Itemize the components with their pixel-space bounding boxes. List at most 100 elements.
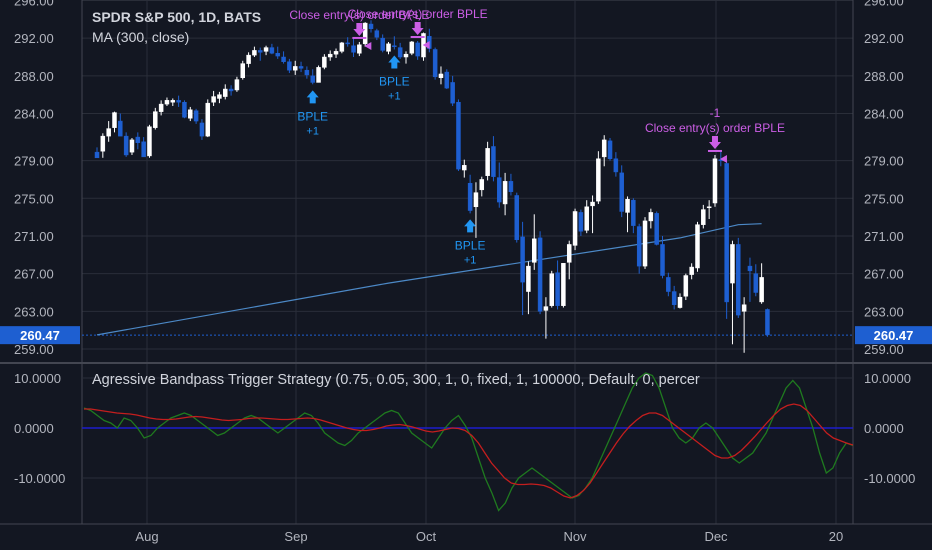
candle-body (374, 30, 380, 38)
osc-tick-right: -10.0000 (864, 471, 915, 486)
candle-body (648, 212, 654, 222)
candle-body (701, 209, 706, 225)
candle-body (497, 177, 502, 203)
candle-body (106, 128, 111, 137)
price-tick-left: 284.00 (14, 107, 54, 122)
exit-arrow-icon (708, 135, 721, 149)
candle-body (234, 79, 240, 91)
candle-body (706, 206, 712, 209)
last-price-label: 260.47 (874, 328, 914, 343)
time-tick-label: Oct (416, 529, 437, 544)
candle-body (601, 139, 607, 158)
candle-body (339, 42, 345, 52)
last-price-tag-right (855, 326, 932, 345)
entry-qty: +1 (306, 125, 319, 137)
exit-bar (707, 149, 722, 152)
osc-tick-right: 0.0000 (864, 421, 904, 436)
time-tick-label: Dec (704, 529, 728, 544)
candle-body (555, 272, 560, 306)
ma-line (96, 223, 762, 336)
candle-body (514, 195, 520, 240)
osc-tick-left: -10.0000 (14, 471, 65, 486)
price-tick-right: 279.00 (864, 154, 904, 169)
candle-body (724, 163, 729, 303)
candle-body (386, 43, 391, 52)
price-tick-left: 288.00 (14, 69, 54, 84)
exit-arrow-icon (353, 22, 366, 36)
candle-body (508, 181, 514, 192)
exit-marker-icon (422, 41, 430, 50)
candle-body (118, 120, 123, 137)
candle-body (310, 75, 315, 83)
candle-body (240, 63, 245, 78)
candle-body (636, 226, 642, 267)
candle-body (357, 44, 362, 54)
candle-body (403, 53, 409, 58)
candle-body (485, 148, 490, 176)
candle-body (730, 244, 735, 284)
candle-body (613, 158, 619, 173)
exit-label: Close entry(s) order BPLE (645, 121, 785, 135)
candle-body (199, 122, 205, 137)
candle-body (479, 179, 485, 191)
price-tick-left: 271.00 (14, 229, 54, 244)
ma-legend: MA (300, close) (92, 29, 190, 45)
candle-body (257, 50, 263, 53)
candle-body (432, 49, 438, 78)
price-tick-right: 275.00 (864, 191, 904, 206)
price-tick-right: 288.00 (864, 69, 904, 84)
candle-body (123, 135, 129, 156)
price-tick-right: 292.00 (864, 31, 904, 46)
entry-arrow-icon (388, 55, 401, 69)
osc-green-line (83, 372, 854, 512)
candle-body (712, 158, 718, 204)
candle-body (532, 238, 537, 263)
candle-body (141, 141, 146, 158)
exit-marker-icon (719, 154, 727, 163)
entry-arrow-icon (464, 219, 477, 233)
candle-body (409, 41, 415, 54)
candle-body (537, 237, 543, 312)
candle-body (438, 73, 444, 78)
exit-arrow-icon (411, 22, 424, 36)
candle-body (462, 165, 467, 171)
candle-body (502, 181, 508, 205)
candle-body (736, 244, 741, 316)
candle-body (642, 220, 648, 267)
candle-body (188, 109, 193, 119)
candle-body (147, 126, 152, 157)
last-price-tag-left (0, 326, 80, 345)
candle-body (444, 71, 450, 89)
candle-body (269, 47, 275, 54)
price-tick-left: 267.00 (14, 267, 54, 282)
candle-body (607, 140, 613, 159)
time-tick-label: Nov (563, 529, 587, 544)
price-tick-right: 263.00 (864, 304, 904, 319)
price-tick-right: 296.00 (864, 0, 904, 9)
candle-body (362, 22, 368, 45)
candle-body (520, 236, 525, 283)
candle-body (287, 61, 292, 71)
price-tick-right: 259.00 (864, 342, 904, 357)
candle-body (491, 146, 496, 177)
candle-body (572, 211, 578, 246)
candle-body (252, 50, 257, 56)
price-tick-right: 267.00 (864, 267, 904, 282)
exit-label: Close entry(s) order BPLE (348, 7, 488, 21)
candle-body (345, 42, 350, 45)
candle-body (584, 206, 589, 231)
osc-tick-right: 10.0000 (864, 371, 911, 386)
candle-body (660, 244, 665, 276)
candle-body (526, 265, 531, 292)
candle-body (176, 100, 181, 103)
candle-body (368, 23, 374, 30)
time-tick-label: Sep (284, 529, 307, 544)
oscillator-pane (82, 365, 853, 524)
exit-qty: -1 (710, 106, 721, 120)
candle-body (590, 201, 595, 207)
candle-body (246, 54, 251, 64)
candle-body (397, 47, 403, 58)
candle-body (100, 135, 106, 152)
